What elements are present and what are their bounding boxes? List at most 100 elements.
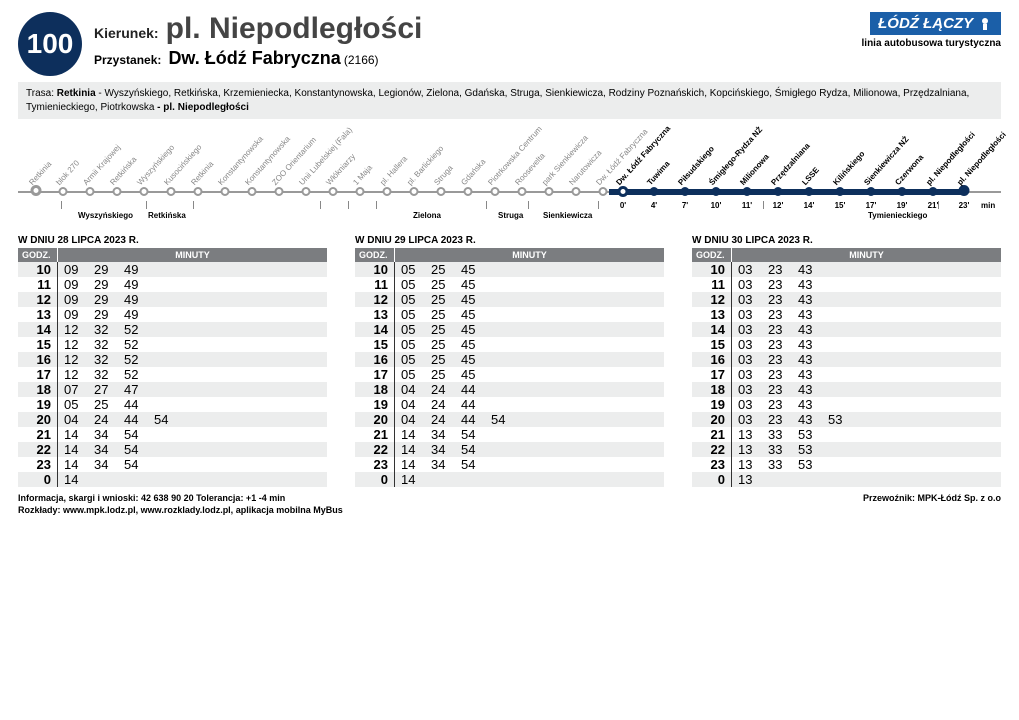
stop-dot-past [410,187,419,196]
schedule-minutes: 14 [395,472,664,487]
schedule-hour: 22 [692,442,732,457]
schedule-minute: 03 [738,277,756,292]
schedule-minute: 34 [431,427,449,442]
schedule-minute: 04 [401,412,419,427]
stop-dot-past [221,187,230,196]
schedule-row: 23143454 [355,457,664,472]
schedule-minutes: 05 25 45 [395,337,664,352]
schedule-row: 16032343 [692,352,1001,367]
head-godz: GODZ. [18,248,58,262]
schedule-minutes: 032343 [732,382,1001,397]
schedule-minute: 52 [124,337,142,352]
schedule-minutes: 143454 [395,457,664,472]
schedule-row: 21133353 [692,427,1001,442]
schedule-minute: 14 [64,427,82,442]
schedule-minute: 25 [94,397,112,412]
stop-label-future: Milionowa [738,152,771,187]
schedule-minute: 25 [431,262,449,277]
schedule-minute: 45 [461,322,479,337]
schedule-minute: 54 [491,412,509,427]
schedule-minute: 05 [401,322,419,337]
street-label: Sienkiewicza [543,211,592,220]
schedule-minutes: 052545 [395,292,664,307]
stop-dot-past [572,187,581,196]
schedule-minute: 34 [431,442,449,457]
schedule-minute: 03 [738,352,756,367]
stop-dot-past [59,187,68,196]
schedule-minute: 25 [431,337,449,352]
schedule-minute: 53 [798,457,816,472]
head-min: MINUTY [732,248,1001,262]
schedule-minutes: 03234353 [732,412,1001,427]
schedule-minutes: 032343 [732,337,1001,352]
schedule-hour: 11 [692,277,732,292]
schedule-row: 2004244454 [355,412,664,427]
schedule-minute: 05 [401,337,419,352]
stop-dot-future [712,187,721,196]
schedule-hour: 10 [355,262,395,277]
schedule-minutes: 04244454 [395,412,664,427]
stop-time: 10' [711,201,722,210]
schedule-minute: 47 [124,382,142,397]
street-tick [528,201,529,209]
schedule-row: 21143454 [355,427,664,442]
schedule-row: 19032343 [692,397,1001,412]
schedule-minute: 43 [798,307,816,322]
schedule-hour: 12 [692,292,732,307]
schedule-minute: 53 [828,412,846,427]
stop-dot-future [774,187,783,196]
schedule-hour: 21 [355,427,395,442]
schedule-title: W DNIU 29 LIPCA 2023 R. [355,235,664,246]
stop-dot-past [302,187,311,196]
schedule-minute: 45 [461,337,479,352]
schedule-minute: 33 [768,427,786,442]
schedule-row: 12052545 [355,292,664,307]
schedule-minutes: 143454 [395,442,664,457]
footer-carrier: Przewoźnik: MPK-Łódź Sp. z o.o [863,493,1001,516]
schedule-hour: 20 [355,412,395,427]
schedule-minutes: 092949 [58,277,327,292]
schedule-minute: 14 [64,442,82,457]
trasa-start: Retkinia [57,88,96,99]
schedule-minute: 27 [94,382,112,397]
schedule-row: 014 [355,472,664,487]
schedule-row: 14032343 [692,322,1001,337]
schedule-minute: 29 [94,262,112,277]
min-label: min [981,201,995,210]
schedule-hour: 21 [692,427,732,442]
schedule-minute: 05 [401,277,419,292]
schedule-minutes: 052545 [395,262,664,277]
stop-time: 7' [682,201,688,210]
schedule-row: 13032343 [692,307,1001,322]
schedule-hour: 18 [355,382,395,397]
stop-dot-past [275,187,284,196]
schedule-minute: 32 [94,322,112,337]
schedule-hour: 22 [18,442,58,457]
schedule-minute: 24 [431,382,449,397]
schedule-column: W DNIU 29 LIPCA 2023 R.GODZ.MINUTY100525… [355,235,664,487]
schedule-minutes: 143454 [58,442,327,457]
schedule-minute: 52 [124,322,142,337]
line-badge: 100 [18,12,82,76]
brand-icon [977,16,993,32]
street-label: Struga [498,211,523,220]
schedule-minutes: 12 32 52 [58,322,327,337]
schedule-row: 22143454 [355,442,664,457]
schedule-minutes: 143454 [395,427,664,442]
schedule-minute: 45 [461,307,479,322]
schedule-minute: 32 [94,367,112,382]
schedule-hour: 20 [18,412,58,427]
stop-dot-past [545,187,554,196]
stop-label-past: blok 270 [54,158,81,187]
schedule-minutes: 052545 [395,277,664,292]
schedule-hour: 14 [18,322,58,337]
schedule-minutes: 052545 [395,367,664,382]
direction-label: Kierunek: [94,25,159,41]
schedule-minute: 12 [64,322,82,337]
schedule-hour: 14 [355,322,395,337]
schedule-minute: 05 [401,307,419,322]
schedule-row: 22133353 [692,442,1001,457]
stop-label-past: pl. Hallera [378,154,409,187]
schedule-head: GODZ.MINUTY [692,248,1001,262]
schedule-minutes: 052544 [58,397,327,412]
